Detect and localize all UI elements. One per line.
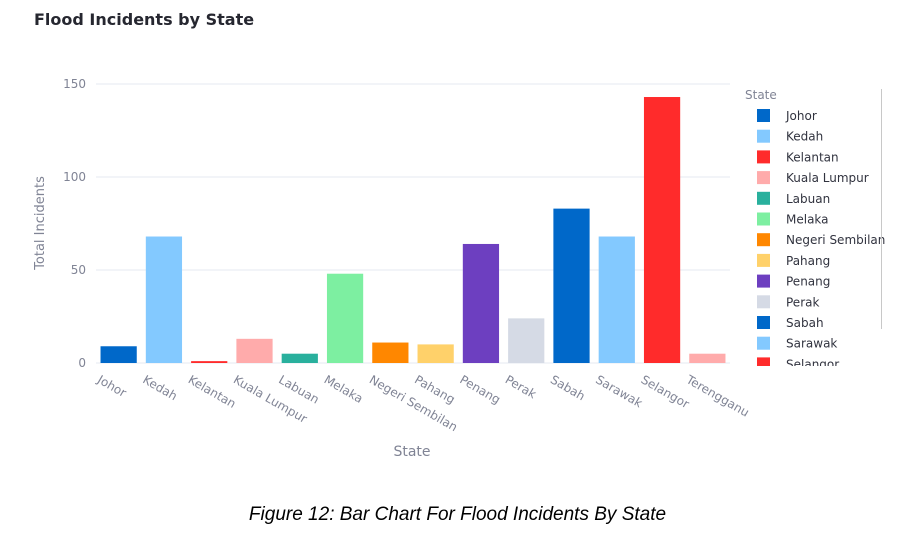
legend-swatch[interactable]: [757, 316, 770, 329]
x-tick-label: Kedah: [140, 372, 179, 403]
chart-title: Flood Incidents by State: [34, 10, 255, 29]
y-tick-label: 100: [63, 170, 86, 184]
legend-swatch[interactable]: [757, 336, 770, 350]
legend-items: Johor Kedah Kelantan Kuala Lumpur Labuan Mela…: [757, 109, 885, 371]
legend-label[interactable]: Penang: [786, 275, 830, 289]
figure-caption: Figure 12: Bar Chart For Flood Incidents…: [248, 504, 667, 525]
bar-perak[interactable]: [508, 318, 545, 363]
bar-labuan[interactable]: [281, 353, 318, 363]
legend-swatch[interactable]: [757, 274, 770, 288]
legend-swatch[interactable]: [757, 150, 770, 164]
legend-label[interactable]: Negeri Sembilan: [786, 233, 885, 247]
x-tick-label: Sarawak: [593, 372, 645, 410]
legend-label[interactable]: Melaka: [786, 213, 829, 227]
legend-label[interactable]: Labuan: [786, 192, 830, 206]
legend-swatch[interactable]: [757, 253, 770, 267]
bar-terengganu[interactable]: [689, 353, 726, 363]
x-tick-label: Penang: [457, 372, 502, 406]
legend-label[interactable]: Sabah: [786, 316, 824, 330]
legend-label[interactable]: Kelantan: [786, 150, 839, 164]
bar-kedah[interactable]: [145, 236, 183, 363]
bar-sarawak[interactable]: [598, 236, 635, 363]
legend-swatch[interactable]: [757, 191, 770, 205]
legend-label[interactable]: Johor: [785, 109, 817, 123]
bar-kelantan[interactable]: [191, 361, 228, 363]
bar-pahang[interactable]: [417, 344, 454, 363]
legend-swatch[interactable]: [757, 357, 770, 370]
legend-swatch[interactable]: [757, 129, 770, 143]
x-tick-label: Selangor: [639, 372, 692, 411]
legend-title: State: [745, 88, 777, 102]
legend-swatch[interactable]: [757, 295, 770, 309]
bar-penang[interactable]: [462, 243, 500, 363]
y-tick-label: 50: [71, 263, 86, 277]
legend-label[interactable]: Kedah: [786, 130, 823, 144]
bar-johor[interactable]: [100, 346, 137, 363]
bar-selangor[interactable]: [643, 97, 681, 364]
y-tick-label: 0: [78, 356, 86, 370]
legend-swatch[interactable]: [757, 233, 770, 247]
legend-label[interactable]: Perak: [786, 295, 819, 309]
y-axis-label: Total Incidents: [33, 176, 48, 271]
bar-negeri-sembilan[interactable]: [372, 342, 409, 363]
x-axis-label: State: [393, 444, 430, 460]
legend-swatch[interactable]: [757, 171, 770, 185]
legend: State Johor Kedah Kelantan Kuala Lumpur Labu…: [745, 88, 885, 371]
x-tick-label: Perak: [503, 372, 539, 401]
bars: [100, 97, 726, 364]
x-tick-label: Kelantan: [186, 372, 239, 410]
legend-label[interactable]: Kuala Lumpur: [786, 171, 869, 185]
bar-melaka[interactable]: [326, 273, 364, 363]
legend-label[interactable]: Pahang: [786, 254, 830, 268]
x-tick-label: Melaka: [322, 372, 366, 405]
legend-label[interactable]: Selangor: [786, 357, 839, 371]
legend-swatch[interactable]: [757, 212, 770, 226]
y-axis-ticks: 0 50 100 150: [63, 77, 86, 370]
x-tick-label: Johor: [94, 372, 129, 400]
x-tick-label: Terengganu: [683, 372, 752, 420]
legend-swatch[interactable]: [757, 109, 770, 122]
legend-label[interactable]: Sarawak: [786, 337, 837, 351]
legend-scrollbar[interactable]: [881, 89, 882, 329]
y-tick-label: 150: [63, 77, 86, 91]
bar-kuala-lumpur[interactable]: [236, 338, 273, 363]
x-tick-label: Sabah: [548, 372, 588, 403]
bar-sabah[interactable]: [553, 208, 590, 363]
